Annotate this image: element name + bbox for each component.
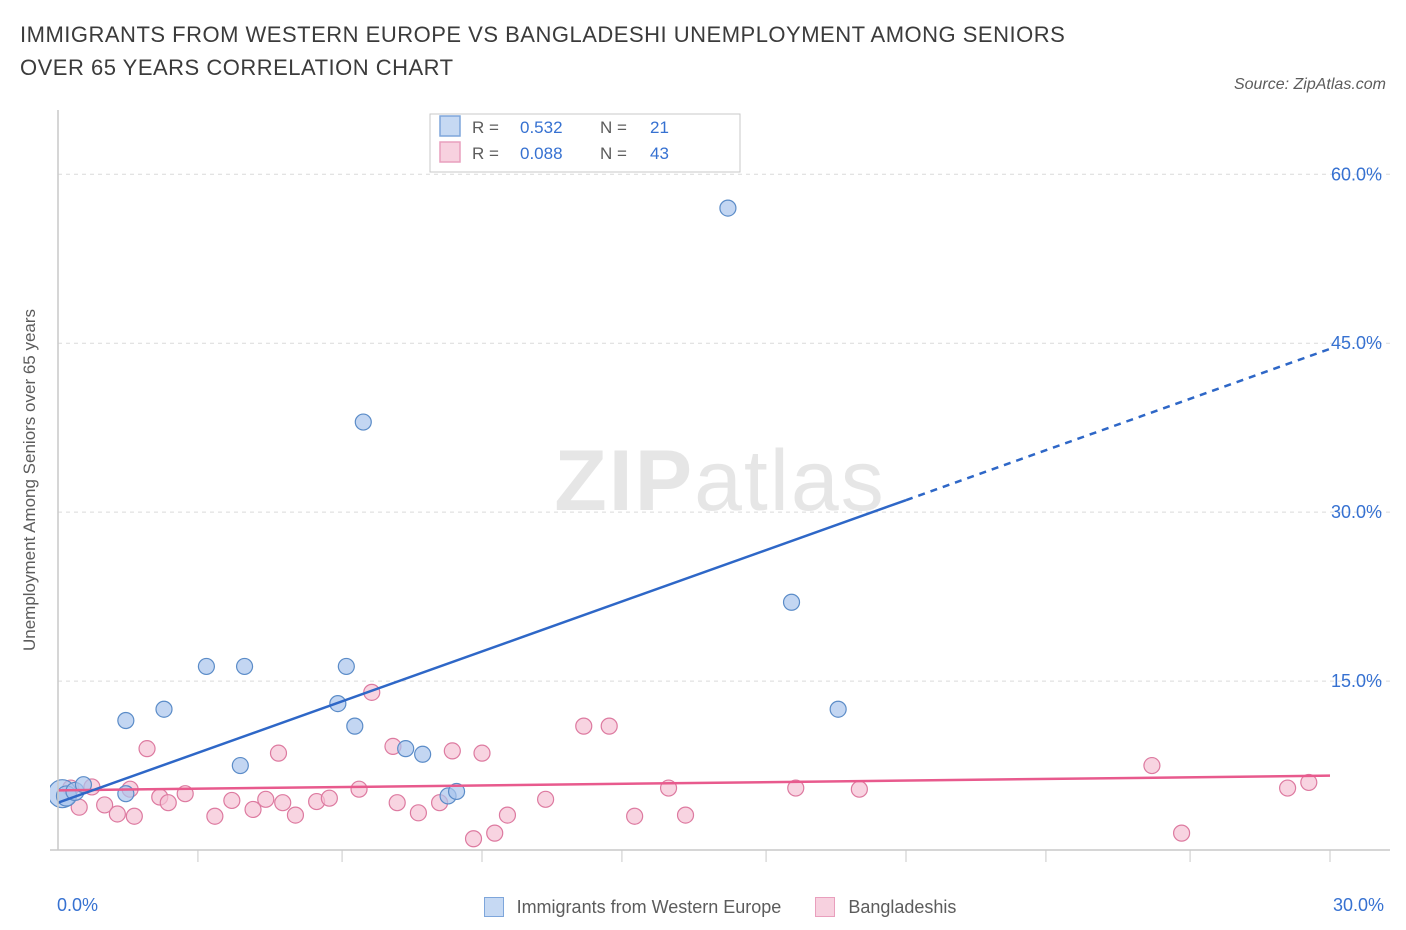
svg-text:15.0%: 15.0% <box>1331 671 1382 691</box>
svg-text:0.088: 0.088 <box>520 144 563 163</box>
legend-label-blue: Immigrants from Western Europe <box>517 897 782 917</box>
y-axis-label: Unemployment Among Seniors over 65 years <box>20 309 40 651</box>
series-legend: Immigrants from Western Europe Banglades… <box>50 897 1390 918</box>
stat-legend: R = 0.532 N = 21 R = 0.088 N = 43 <box>430 114 740 172</box>
correlation-scatter-chart: ZIPatlas 15.0% 30.0% 45.0% 60.0% R = 0.532 N … <box>50 110 1390 880</box>
watermark: ZIPatlas <box>554 433 885 529</box>
svg-text:N =: N = <box>600 118 627 137</box>
svg-text:N =: N = <box>600 144 627 163</box>
chart-grid <box>58 174 1390 681</box>
legend-label-pink: Bangladeshis <box>848 897 956 917</box>
svg-text:30.0%: 30.0% <box>1331 502 1382 522</box>
svg-text:R =: R = <box>472 144 499 163</box>
svg-text:45.0%: 45.0% <box>1331 333 1382 353</box>
source-attribution: Source: ZipAtlas.com <box>1234 76 1386 94</box>
svg-text:43: 43 <box>650 144 669 163</box>
svg-text:21: 21 <box>650 118 669 137</box>
legend-item-pink: Bangladeshis <box>815 897 956 918</box>
legend-item-blue: Immigrants from Western Europe <box>484 897 782 918</box>
svg-text:R =: R = <box>472 118 499 137</box>
svg-text:60.0%: 60.0% <box>1331 164 1382 184</box>
chart-title: IMMIGRANTS FROM WESTERN EUROPE VS BANGLA… <box>20 18 1120 84</box>
x-axis-max-label: 30.0% <box>1333 895 1384 916</box>
legend-swatch-pink <box>815 897 835 917</box>
y-axis-label-container: Unemployment Among Seniors over 65 years <box>18 110 42 850</box>
y-axis-tick-labels: 15.0% 30.0% 45.0% 60.0% <box>1331 164 1382 691</box>
x-axis-ticks <box>198 850 1330 862</box>
legend-swatch-blue <box>484 897 504 917</box>
svg-text:0.532: 0.532 <box>520 118 563 137</box>
